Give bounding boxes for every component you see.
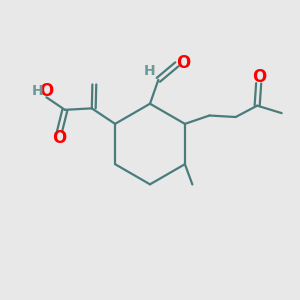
Text: O: O xyxy=(176,54,190,72)
Text: H: H xyxy=(32,84,43,98)
Text: O: O xyxy=(39,82,53,100)
Text: H: H xyxy=(144,64,156,79)
Text: O: O xyxy=(52,129,66,147)
Text: O: O xyxy=(252,68,266,86)
